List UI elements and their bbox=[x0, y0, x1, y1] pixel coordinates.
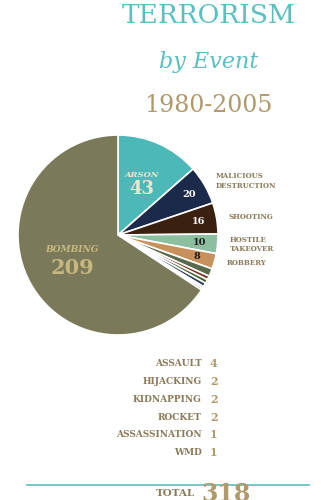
Wedge shape bbox=[118, 235, 207, 284]
Text: 209: 209 bbox=[50, 258, 94, 278]
Wedge shape bbox=[18, 135, 202, 335]
Text: HOSTILE
TAKEOVER: HOSTILE TAKEOVER bbox=[229, 236, 274, 253]
Text: ASSASSINATION: ASSASSINATION bbox=[116, 430, 202, 440]
Text: 20: 20 bbox=[182, 190, 196, 198]
Text: TERRORISM: TERRORISM bbox=[121, 2, 295, 28]
Text: 16: 16 bbox=[192, 217, 206, 226]
Text: 4: 4 bbox=[210, 358, 218, 369]
Text: by Event: by Event bbox=[159, 52, 258, 74]
Text: TOTAL: TOTAL bbox=[156, 490, 195, 498]
Wedge shape bbox=[118, 235, 209, 280]
Wedge shape bbox=[118, 203, 218, 235]
Text: 1980-2005: 1980-2005 bbox=[144, 94, 272, 118]
Text: KIDNAPPING: KIDNAPPING bbox=[133, 395, 202, 404]
Text: MALICIOUS
DESTRUCTION: MALICIOUS DESTRUCTION bbox=[215, 172, 276, 190]
Text: ASSAULT: ASSAULT bbox=[155, 359, 202, 368]
Wedge shape bbox=[118, 234, 218, 254]
Wedge shape bbox=[118, 235, 204, 288]
Wedge shape bbox=[118, 169, 213, 235]
Text: ROCKET: ROCKET bbox=[158, 412, 202, 422]
Text: BOMBING: BOMBING bbox=[46, 245, 99, 254]
Text: ROBBERY: ROBBERY bbox=[226, 260, 266, 268]
Text: 8: 8 bbox=[194, 252, 201, 261]
Text: ARSON: ARSON bbox=[125, 171, 159, 179]
Text: 1: 1 bbox=[210, 447, 218, 458]
Text: 2: 2 bbox=[210, 412, 218, 422]
Wedge shape bbox=[118, 235, 203, 290]
Text: HIJACKING: HIJACKING bbox=[142, 377, 202, 386]
Text: WMD: WMD bbox=[174, 448, 202, 457]
Wedge shape bbox=[118, 235, 216, 269]
Text: SHOOTING: SHOOTING bbox=[228, 213, 273, 221]
Text: 43: 43 bbox=[129, 180, 155, 198]
Wedge shape bbox=[118, 135, 193, 235]
Text: 318: 318 bbox=[202, 482, 251, 500]
Text: 10: 10 bbox=[193, 238, 206, 247]
Wedge shape bbox=[118, 235, 206, 286]
Text: 2: 2 bbox=[210, 394, 218, 405]
Wedge shape bbox=[118, 235, 212, 276]
Text: 2: 2 bbox=[210, 376, 218, 387]
Text: 1: 1 bbox=[210, 430, 218, 440]
